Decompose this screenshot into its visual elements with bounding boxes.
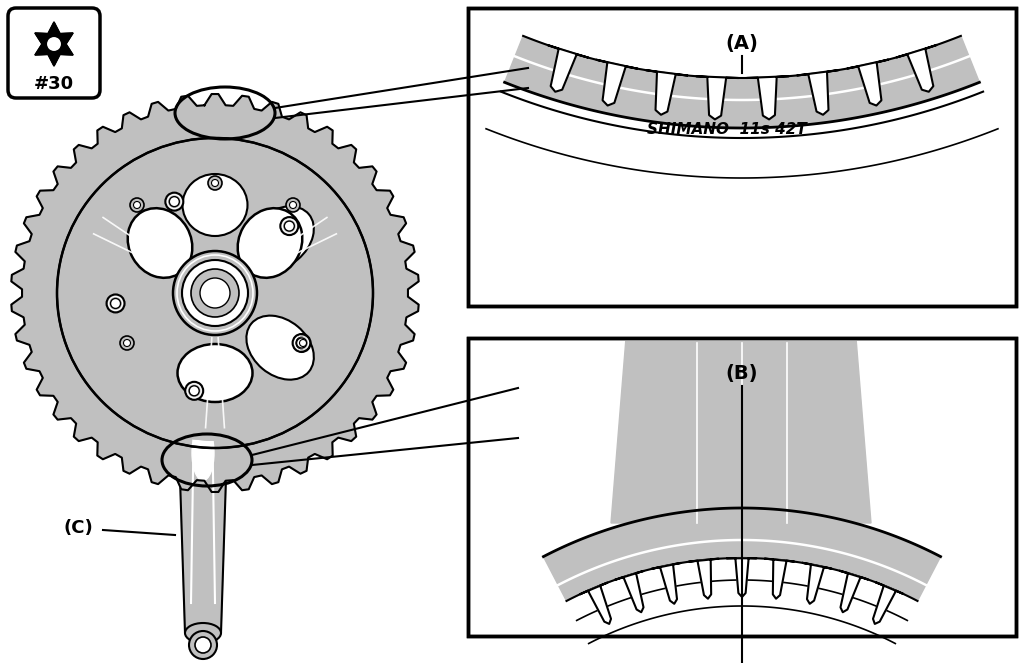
Text: (A): (A) xyxy=(726,34,759,52)
Polygon shape xyxy=(803,563,831,604)
Circle shape xyxy=(299,339,306,347)
Bar xyxy=(468,338,1016,636)
Circle shape xyxy=(106,294,125,312)
Circle shape xyxy=(46,36,62,52)
Polygon shape xyxy=(175,323,231,633)
Circle shape xyxy=(296,336,310,350)
Circle shape xyxy=(169,197,179,207)
Polygon shape xyxy=(615,571,644,612)
Polygon shape xyxy=(847,60,888,105)
Circle shape xyxy=(208,176,222,190)
Bar xyxy=(468,8,1016,306)
Polygon shape xyxy=(873,583,903,624)
Polygon shape xyxy=(35,44,48,55)
Circle shape xyxy=(67,145,362,441)
Circle shape xyxy=(120,336,134,350)
Polygon shape xyxy=(611,338,871,523)
Circle shape xyxy=(191,269,239,317)
Circle shape xyxy=(189,386,200,396)
Ellipse shape xyxy=(22,105,408,481)
Polygon shape xyxy=(581,583,611,624)
Circle shape xyxy=(182,260,248,326)
Polygon shape xyxy=(746,76,788,119)
Polygon shape xyxy=(60,33,73,44)
Ellipse shape xyxy=(247,206,313,271)
Polygon shape xyxy=(841,571,868,612)
Circle shape xyxy=(285,221,294,231)
Polygon shape xyxy=(596,60,637,105)
Circle shape xyxy=(67,145,362,441)
Circle shape xyxy=(165,193,183,211)
Polygon shape xyxy=(11,94,419,492)
Text: (C): (C) xyxy=(63,519,93,537)
Ellipse shape xyxy=(193,426,214,481)
Circle shape xyxy=(124,339,130,347)
Circle shape xyxy=(185,382,203,400)
Circle shape xyxy=(133,202,140,208)
Polygon shape xyxy=(765,559,795,599)
Circle shape xyxy=(200,278,230,308)
Polygon shape xyxy=(48,54,60,66)
Circle shape xyxy=(290,202,297,208)
Circle shape xyxy=(293,334,310,352)
Ellipse shape xyxy=(238,208,302,278)
Polygon shape xyxy=(544,508,941,601)
Circle shape xyxy=(130,198,144,212)
Polygon shape xyxy=(505,36,979,128)
Bar xyxy=(468,338,1016,636)
Circle shape xyxy=(286,198,300,212)
Ellipse shape xyxy=(177,344,253,402)
Text: SHIMANO  11s 42T: SHIMANO 11s 42T xyxy=(647,123,807,137)
Circle shape xyxy=(195,637,211,653)
Ellipse shape xyxy=(185,623,221,643)
Polygon shape xyxy=(696,76,737,119)
Polygon shape xyxy=(727,558,757,597)
Ellipse shape xyxy=(182,174,248,236)
Polygon shape xyxy=(548,45,588,91)
Ellipse shape xyxy=(128,208,193,278)
Text: (B): (B) xyxy=(726,363,758,383)
Polygon shape xyxy=(797,70,839,115)
Circle shape xyxy=(212,180,218,186)
Bar xyxy=(468,8,1016,306)
Circle shape xyxy=(111,298,121,308)
Circle shape xyxy=(281,217,298,235)
Circle shape xyxy=(297,338,306,348)
Circle shape xyxy=(189,631,217,659)
Polygon shape xyxy=(35,33,48,44)
Ellipse shape xyxy=(247,316,313,380)
Circle shape xyxy=(173,251,257,335)
FancyBboxPatch shape xyxy=(8,8,100,98)
Polygon shape xyxy=(689,559,719,599)
Polygon shape xyxy=(48,22,60,34)
Polygon shape xyxy=(896,45,936,91)
Polygon shape xyxy=(60,44,73,55)
Polygon shape xyxy=(35,22,73,66)
Polygon shape xyxy=(652,563,681,604)
Text: #30: #30 xyxy=(34,75,74,93)
Polygon shape xyxy=(646,70,687,115)
